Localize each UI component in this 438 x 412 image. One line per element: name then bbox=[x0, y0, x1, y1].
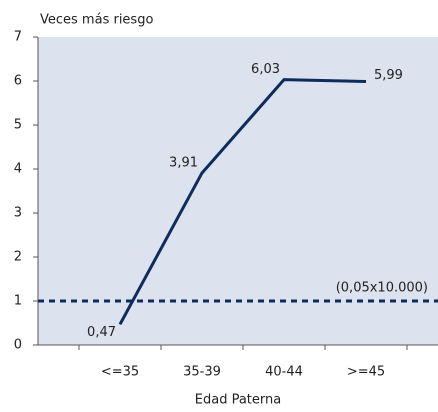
x-tick-label: 35-39 bbox=[183, 365, 221, 380]
data-label: 0,47 bbox=[87, 325, 116, 340]
y-tick-label: 5 bbox=[14, 118, 22, 133]
y-tick-label: 2 bbox=[14, 250, 22, 265]
y-tick-label: 1 bbox=[14, 294, 22, 309]
data-label: 3,91 bbox=[169, 155, 198, 170]
y-axis-label: Veces más riesgo bbox=[40, 13, 153, 28]
y-tick-label: 4 bbox=[14, 162, 22, 177]
x-axis-label: Edad Paterna bbox=[195, 393, 281, 408]
x-tick-label: >=45 bbox=[347, 365, 385, 380]
data-label: 6,03 bbox=[251, 62, 280, 77]
y-tick-label: 3 bbox=[14, 206, 22, 221]
y-tick-label: 6 bbox=[14, 74, 22, 89]
line bbox=[118, 78, 367, 326]
y-tick-label: 0 bbox=[14, 338, 22, 353]
x-tick-label: 40-44 bbox=[265, 365, 303, 380]
y-tick-label: 7 bbox=[14, 30, 22, 45]
plot-area bbox=[38, 37, 438, 345]
data-label: 5,99 bbox=[374, 68, 403, 83]
x-tick-label: <=35 bbox=[101, 365, 139, 380]
reference-label: (0,05x10.000) bbox=[336, 281, 428, 296]
